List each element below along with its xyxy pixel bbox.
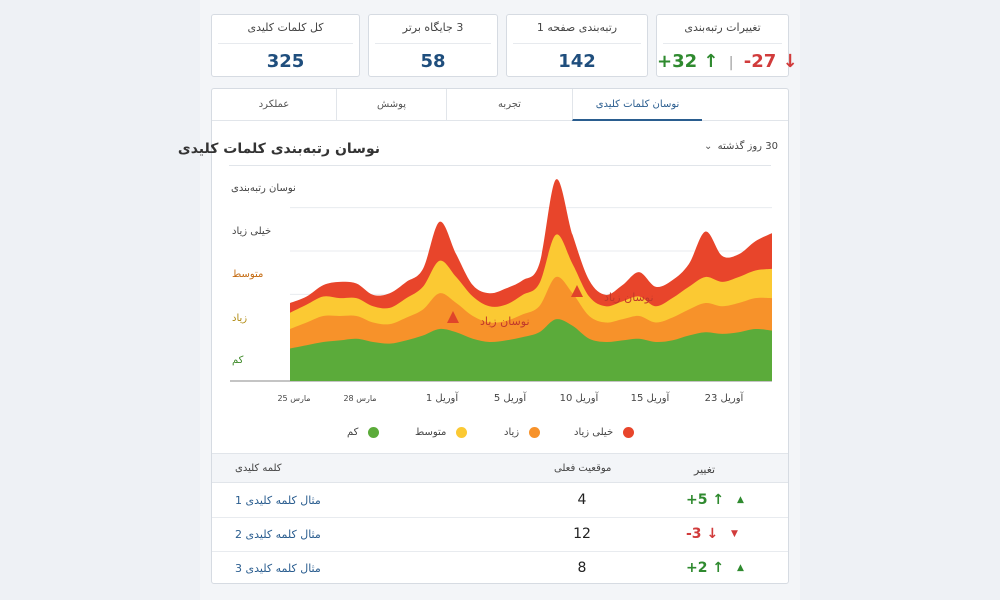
main-panel: عملکرد پوشش تجربه نوسان کلمات کلیدی نوسا… bbox=[178, 88, 789, 585]
stat-divider bbox=[218, 43, 353, 44]
stat-label: کل کلمات کلیدی bbox=[247, 21, 324, 34]
tab-bar: عملکرد پوشش تجربه نوسان کلمات کلیدی bbox=[212, 89, 788, 121]
stat-value: 58 bbox=[420, 51, 446, 72]
chevron-down-icon: ⌄ bbox=[704, 141, 713, 152]
y-level-medium: متوسط bbox=[232, 269, 264, 280]
triangle-down-icon: ▼ bbox=[731, 529, 738, 539]
annotation-label: نوسان زیاد bbox=[480, 315, 530, 328]
arrow-down-icon: ↓ bbox=[706, 526, 719, 542]
annotation-marker bbox=[571, 285, 583, 297]
position-value: 8 bbox=[577, 560, 587, 576]
legend-label: خیلی زیاد bbox=[574, 427, 614, 438]
x-tick-label: 1 آوریل bbox=[426, 391, 460, 404]
legend-label: زیاد bbox=[504, 427, 520, 438]
stat-divider bbox=[375, 43, 491, 44]
rank-changes-values: +32 ↑ | -27 ↓ bbox=[657, 51, 798, 72]
table-row[interactable]: مثال کلمه کلیدی 1 4 +5 ↑ ▲ bbox=[212, 484, 788, 518]
y-level-high: زیاد bbox=[232, 313, 248, 324]
separator: | bbox=[728, 55, 734, 71]
legend-label: کم bbox=[347, 427, 359, 438]
stat-label: رتبه‌بندی صفحه 1 bbox=[536, 21, 618, 34]
header-divider bbox=[229, 165, 771, 166]
keyword-link[interactable]: مثال کلمه کلیدی 2 bbox=[235, 528, 321, 541]
tab-performance[interactable]: عملکرد bbox=[258, 99, 290, 110]
arrow-down-icon: ↓ bbox=[782, 51, 798, 72]
y-level-low: کم bbox=[232, 355, 244, 366]
chart-legend: خیلی زیاد زیاد متوسط کم bbox=[212, 427, 788, 443]
legend-item-high: زیاد bbox=[504, 427, 541, 438]
legend-item-very-high: خیلی زیاد bbox=[574, 427, 635, 438]
annotation-marker bbox=[447, 311, 459, 323]
change-value: -3 ↓ ▼ bbox=[686, 526, 738, 542]
position-value: 4 bbox=[577, 492, 587, 508]
area-series-0 bbox=[290, 319, 772, 381]
stat-card-total-keywords: کل کلمات کلیدی 325 bbox=[211, 14, 360, 77]
change-number: +2 bbox=[686, 560, 708, 576]
arrow-up-icon: ↑ bbox=[703, 51, 719, 72]
date-range-value: 30 روز گذشته bbox=[717, 141, 778, 152]
stat-card-top3: 3 جایگاه برتر 58 bbox=[368, 14, 498, 77]
chart-annotations: نوسان زیاد نوسان زیاد bbox=[447, 285, 654, 328]
legend-dot bbox=[456, 427, 468, 438]
chart-areas bbox=[290, 179, 772, 381]
x-tick-label: 10 آوریل bbox=[560, 391, 600, 404]
legend-item-low: کم bbox=[347, 427, 380, 438]
rank-down-value: -27 bbox=[743, 51, 777, 72]
table-row[interactable]: مثال کلمه کلیدی 3 8 +2 ↑ ▲ bbox=[212, 552, 788, 585]
x-axis-ticks: 25 مارس 28 مارس 1 آوریل 5 آوریل 10 آوریل 15 آ… bbox=[277, 391, 744, 404]
change-value: +2 ↑ ▲ bbox=[686, 560, 744, 576]
stat-label: 3 جایگاه برتر bbox=[402, 21, 464, 34]
chart-title: نوسان رتبه‌بندی کلمات کلیدی bbox=[177, 141, 380, 157]
date-range-select[interactable]: 30 روز گذشته ⌄ bbox=[704, 141, 778, 152]
legend-dot bbox=[623, 427, 635, 438]
stat-value: 325 bbox=[266, 51, 305, 72]
y-level-very-high: خیلی زیاد bbox=[232, 226, 272, 237]
table-row[interactable]: مثال کلمه کلیدی 2 12 -3 ↓ ▼ bbox=[212, 518, 788, 552]
stat-card-rank-changes: تغییرات رتبه‌بندی +32 ↑ | -27 ↓ bbox=[656, 14, 798, 77]
stat-label: تغییرات رتبه‌بندی bbox=[684, 21, 761, 34]
x-tick-label: 25 مارس bbox=[277, 394, 310, 403]
stat-card-page1: رتبه‌بندی صفحه 1 142 bbox=[506, 14, 648, 77]
legend-label: متوسط bbox=[415, 427, 447, 438]
position-value: 12 bbox=[573, 526, 591, 542]
keyword-link[interactable]: مثال کلمه کلیدی 3 bbox=[235, 562, 321, 575]
triangle-up-icon: ▲ bbox=[736, 495, 744, 505]
tab-experience[interactable]: تجربه bbox=[446, 89, 572, 121]
keyword-link[interactable]: مثال کلمه کلیدی 1 bbox=[235, 494, 321, 507]
stat-divider bbox=[513, 43, 641, 44]
legend-item-medium: متوسط bbox=[415, 427, 468, 438]
change-number: +5 bbox=[686, 492, 708, 508]
tab-keyword-volatility[interactable]: نوسان کلمات کلیدی bbox=[572, 89, 702, 121]
change-number: -3 bbox=[686, 526, 702, 542]
th-position: موقعیت فعلی bbox=[554, 463, 612, 474]
y-axis-title: نوسان رتبه‌بندی bbox=[231, 183, 296, 194]
triangle-up-icon: ▲ bbox=[736, 563, 744, 573]
x-tick-label: 28 مارس bbox=[343, 394, 376, 403]
rank-up-value: +32 bbox=[657, 51, 698, 72]
stat-value: 142 bbox=[558, 51, 596, 72]
x-tick-label: 15 آوریل bbox=[631, 391, 671, 404]
arrow-up-icon: ↑ bbox=[712, 492, 725, 508]
table-header: کلمه کلیدی موقعیت فعلی تغییر bbox=[212, 453, 788, 483]
legend-dot bbox=[368, 427, 380, 438]
arrow-up-icon: ↑ bbox=[712, 560, 725, 576]
tab-coverage[interactable]: پوشش bbox=[336, 89, 446, 121]
volatility-chart: 25 مارس 28 مارس 1 آوریل 5 آوریل 10 آوریل 15 آ… bbox=[230, 179, 772, 404]
stat-divider bbox=[663, 43, 782, 44]
x-tick-label: 23 آوریل bbox=[705, 391, 745, 404]
th-keyword: کلمه کلیدی bbox=[235, 463, 282, 474]
x-tick-label: 5 آوریل bbox=[494, 391, 528, 404]
legend-dot bbox=[529, 427, 541, 438]
annotation-label: نوسان زیاد bbox=[604, 291, 654, 304]
change-value: +5 ↑ ▲ bbox=[686, 492, 744, 508]
th-change: تغییر bbox=[694, 463, 716, 476]
